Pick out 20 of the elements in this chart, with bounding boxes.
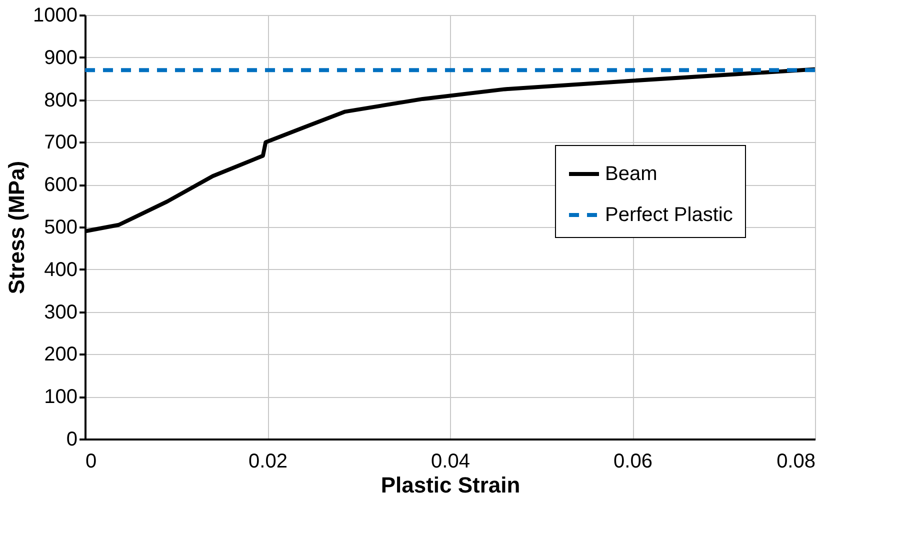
y-tick-label: 1000 [33, 4, 78, 26]
y-tick-label: 400 [44, 258, 78, 281]
y-axis-title: Stress (MPa) [4, 160, 30, 294]
y-tick-label: 700 [44, 132, 78, 154]
y-tick-label: 800 [44, 89, 78, 112]
y-tick-label: 200 [44, 344, 78, 366]
legend-label: Perfect Plastic [605, 204, 733, 226]
y-tick-label: 300 [44, 301, 78, 324]
y-tick-label: 100 [44, 386, 78, 408]
y-tick-label: 0 [66, 428, 78, 450]
legend-label: Beam [605, 163, 658, 185]
x-tick-label: 0.08 [776, 450, 816, 472]
x-tick-label: 0.04 [431, 450, 470, 472]
y-tick-label: 900 [44, 46, 78, 69]
x-tick-label: 0 [86, 450, 97, 472]
y-tick-label: 600 [44, 174, 78, 196]
x-axis-title: Plastic Strain [380, 472, 520, 498]
x-tick-label: 0.02 [248, 450, 288, 472]
y-tick-label: 500 [44, 216, 78, 238]
x-tick-label: 0.06 [614, 450, 652, 472]
